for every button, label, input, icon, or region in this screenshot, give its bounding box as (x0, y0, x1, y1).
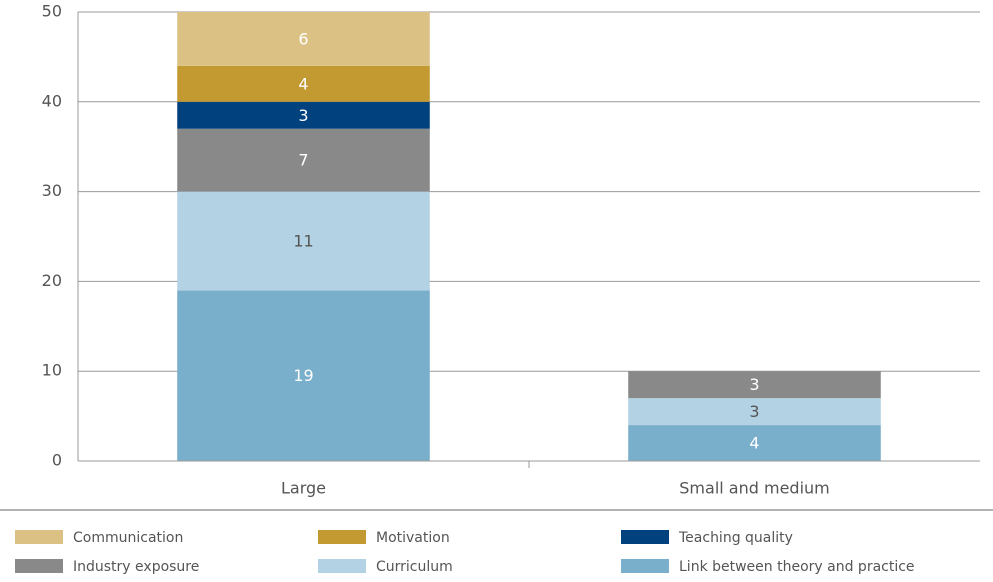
y-tick-label: 10 (42, 361, 62, 380)
bar-segment (177, 191, 430, 291)
bar-segment (628, 398, 881, 426)
legend-label: Communication (73, 530, 183, 546)
y-tick-label: 30 (42, 181, 62, 200)
data-label: 3 (749, 402, 759, 421)
data-label: 7 (298, 151, 308, 170)
data-label: 6 (298, 29, 308, 48)
data-label: 3 (749, 375, 759, 394)
bar-segment (177, 65, 430, 102)
bar-segment (177, 290, 430, 461)
legend-swatch (621, 559, 669, 573)
y-tick-label: 0 (52, 451, 62, 470)
bar-segment (177, 128, 430, 192)
legend-label: Link between theory and practice (679, 559, 915, 575)
data-label: 11 (293, 231, 313, 250)
x-tick-label: Large (281, 479, 326, 498)
data-label: 3 (298, 106, 308, 125)
data-label: 19 (293, 366, 313, 385)
y-tick-label: 50 (42, 2, 62, 21)
data-label: 4 (749, 434, 759, 453)
legend-swatch (621, 530, 669, 544)
legend-label: Teaching quality (678, 530, 793, 546)
legend-swatch (318, 530, 366, 544)
legend-label: Curriculum (376, 559, 453, 575)
bar-segment (628, 425, 881, 461)
data-label: 4 (298, 74, 308, 93)
bar-segment (177, 12, 430, 66)
legend-swatch (15, 559, 63, 573)
legend-swatch (15, 530, 63, 544)
legend-swatch (318, 559, 366, 573)
y-tick-label: 40 (42, 91, 62, 110)
bar-segment (628, 371, 881, 399)
bar-segment (177, 101, 430, 129)
legend-label: Motivation (376, 530, 450, 546)
x-tick-label: Small and medium (679, 479, 829, 498)
legend-label: Industry exposure (73, 559, 199, 575)
y-tick-label: 20 (42, 271, 62, 290)
